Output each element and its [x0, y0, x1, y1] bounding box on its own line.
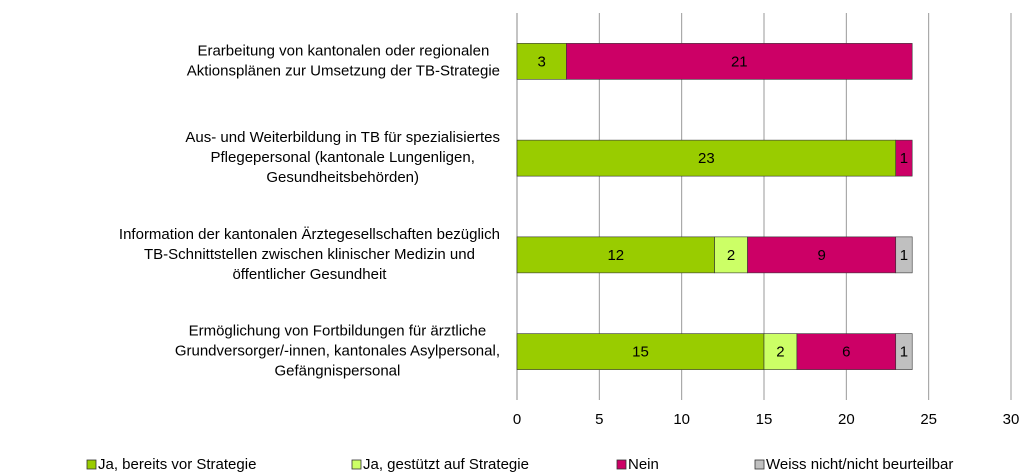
category-label: Aktionsplänen zur Umsetzung der TB-Strat… [187, 62, 500, 79]
data-label: 23 [698, 150, 715, 167]
bar-segment [747, 236, 897, 274]
x-tick-label: 5 [595, 411, 603, 428]
data-label: 1 [900, 344, 908, 361]
category-label: Ermöglichung von Fortbildungen für ärztl… [189, 323, 487, 340]
data-label: 3 [538, 53, 546, 70]
bar-segment [516, 333, 765, 370]
bar-segment [895, 236, 913, 274]
data-label: 12 [607, 247, 624, 264]
category-label: Grundversorger/-innen, kantonales Asylpe… [175, 343, 500, 360]
data-label: 1 [900, 247, 908, 264]
category-label: Gesundheitsbehörden) [266, 169, 419, 186]
data-label: 2 [776, 344, 784, 361]
x-tick-label: 15 [756, 411, 773, 428]
data-label: 6 [842, 344, 850, 361]
category-label: öffentlicher Gesundheit [232, 266, 387, 283]
bar-segment [796, 333, 897, 370]
legend-label: Weiss nicht/nicht beurteilbar [766, 456, 953, 473]
x-tick-label: 10 [673, 411, 690, 428]
bar-segment [895, 139, 913, 177]
legend-label: Ja, bereits vor Strategie [98, 456, 256, 473]
legend-label: Nein [628, 456, 659, 473]
x-tick-label: 25 [920, 411, 937, 428]
data-label: 9 [817, 247, 825, 264]
legend-label: Ja, gestützt auf Strategie [363, 456, 529, 473]
category-label: TB-Schnittstellen zwischen klinischer Me… [144, 246, 475, 263]
bar-segment [763, 333, 798, 370]
bar-segment [516, 236, 715, 274]
x-tick-label: 0 [513, 411, 521, 428]
data-label: 21 [731, 53, 748, 70]
data-label: 15 [632, 344, 649, 361]
bar-segment [566, 43, 913, 80]
bar-segment [516, 43, 567, 80]
category-label: Pflegepersonal (kantonale Lungenligen, [211, 149, 475, 166]
category-label: Gefängnispersonal [274, 363, 400, 380]
bar-segment [895, 333, 913, 370]
data-label: 2 [727, 247, 735, 264]
category-label: Erarbeitung von kantonalen oder regional… [197, 42, 489, 59]
legend-swatch [616, 459, 627, 470]
legend-swatch [86, 459, 97, 470]
category-label: Information der kantonalen Ärztegesellsc… [119, 226, 500, 243]
bar-segment [516, 139, 897, 177]
category-label: Aus- und Weiterbildung in TB für spezial… [185, 129, 500, 146]
x-tick-label: 30 [1003, 411, 1020, 428]
legend-swatch [351, 459, 362, 470]
x-tick-label: 20 [838, 411, 855, 428]
data-label: 1 [900, 150, 908, 167]
bar-segment [714, 236, 748, 274]
legend-swatch [754, 459, 765, 470]
